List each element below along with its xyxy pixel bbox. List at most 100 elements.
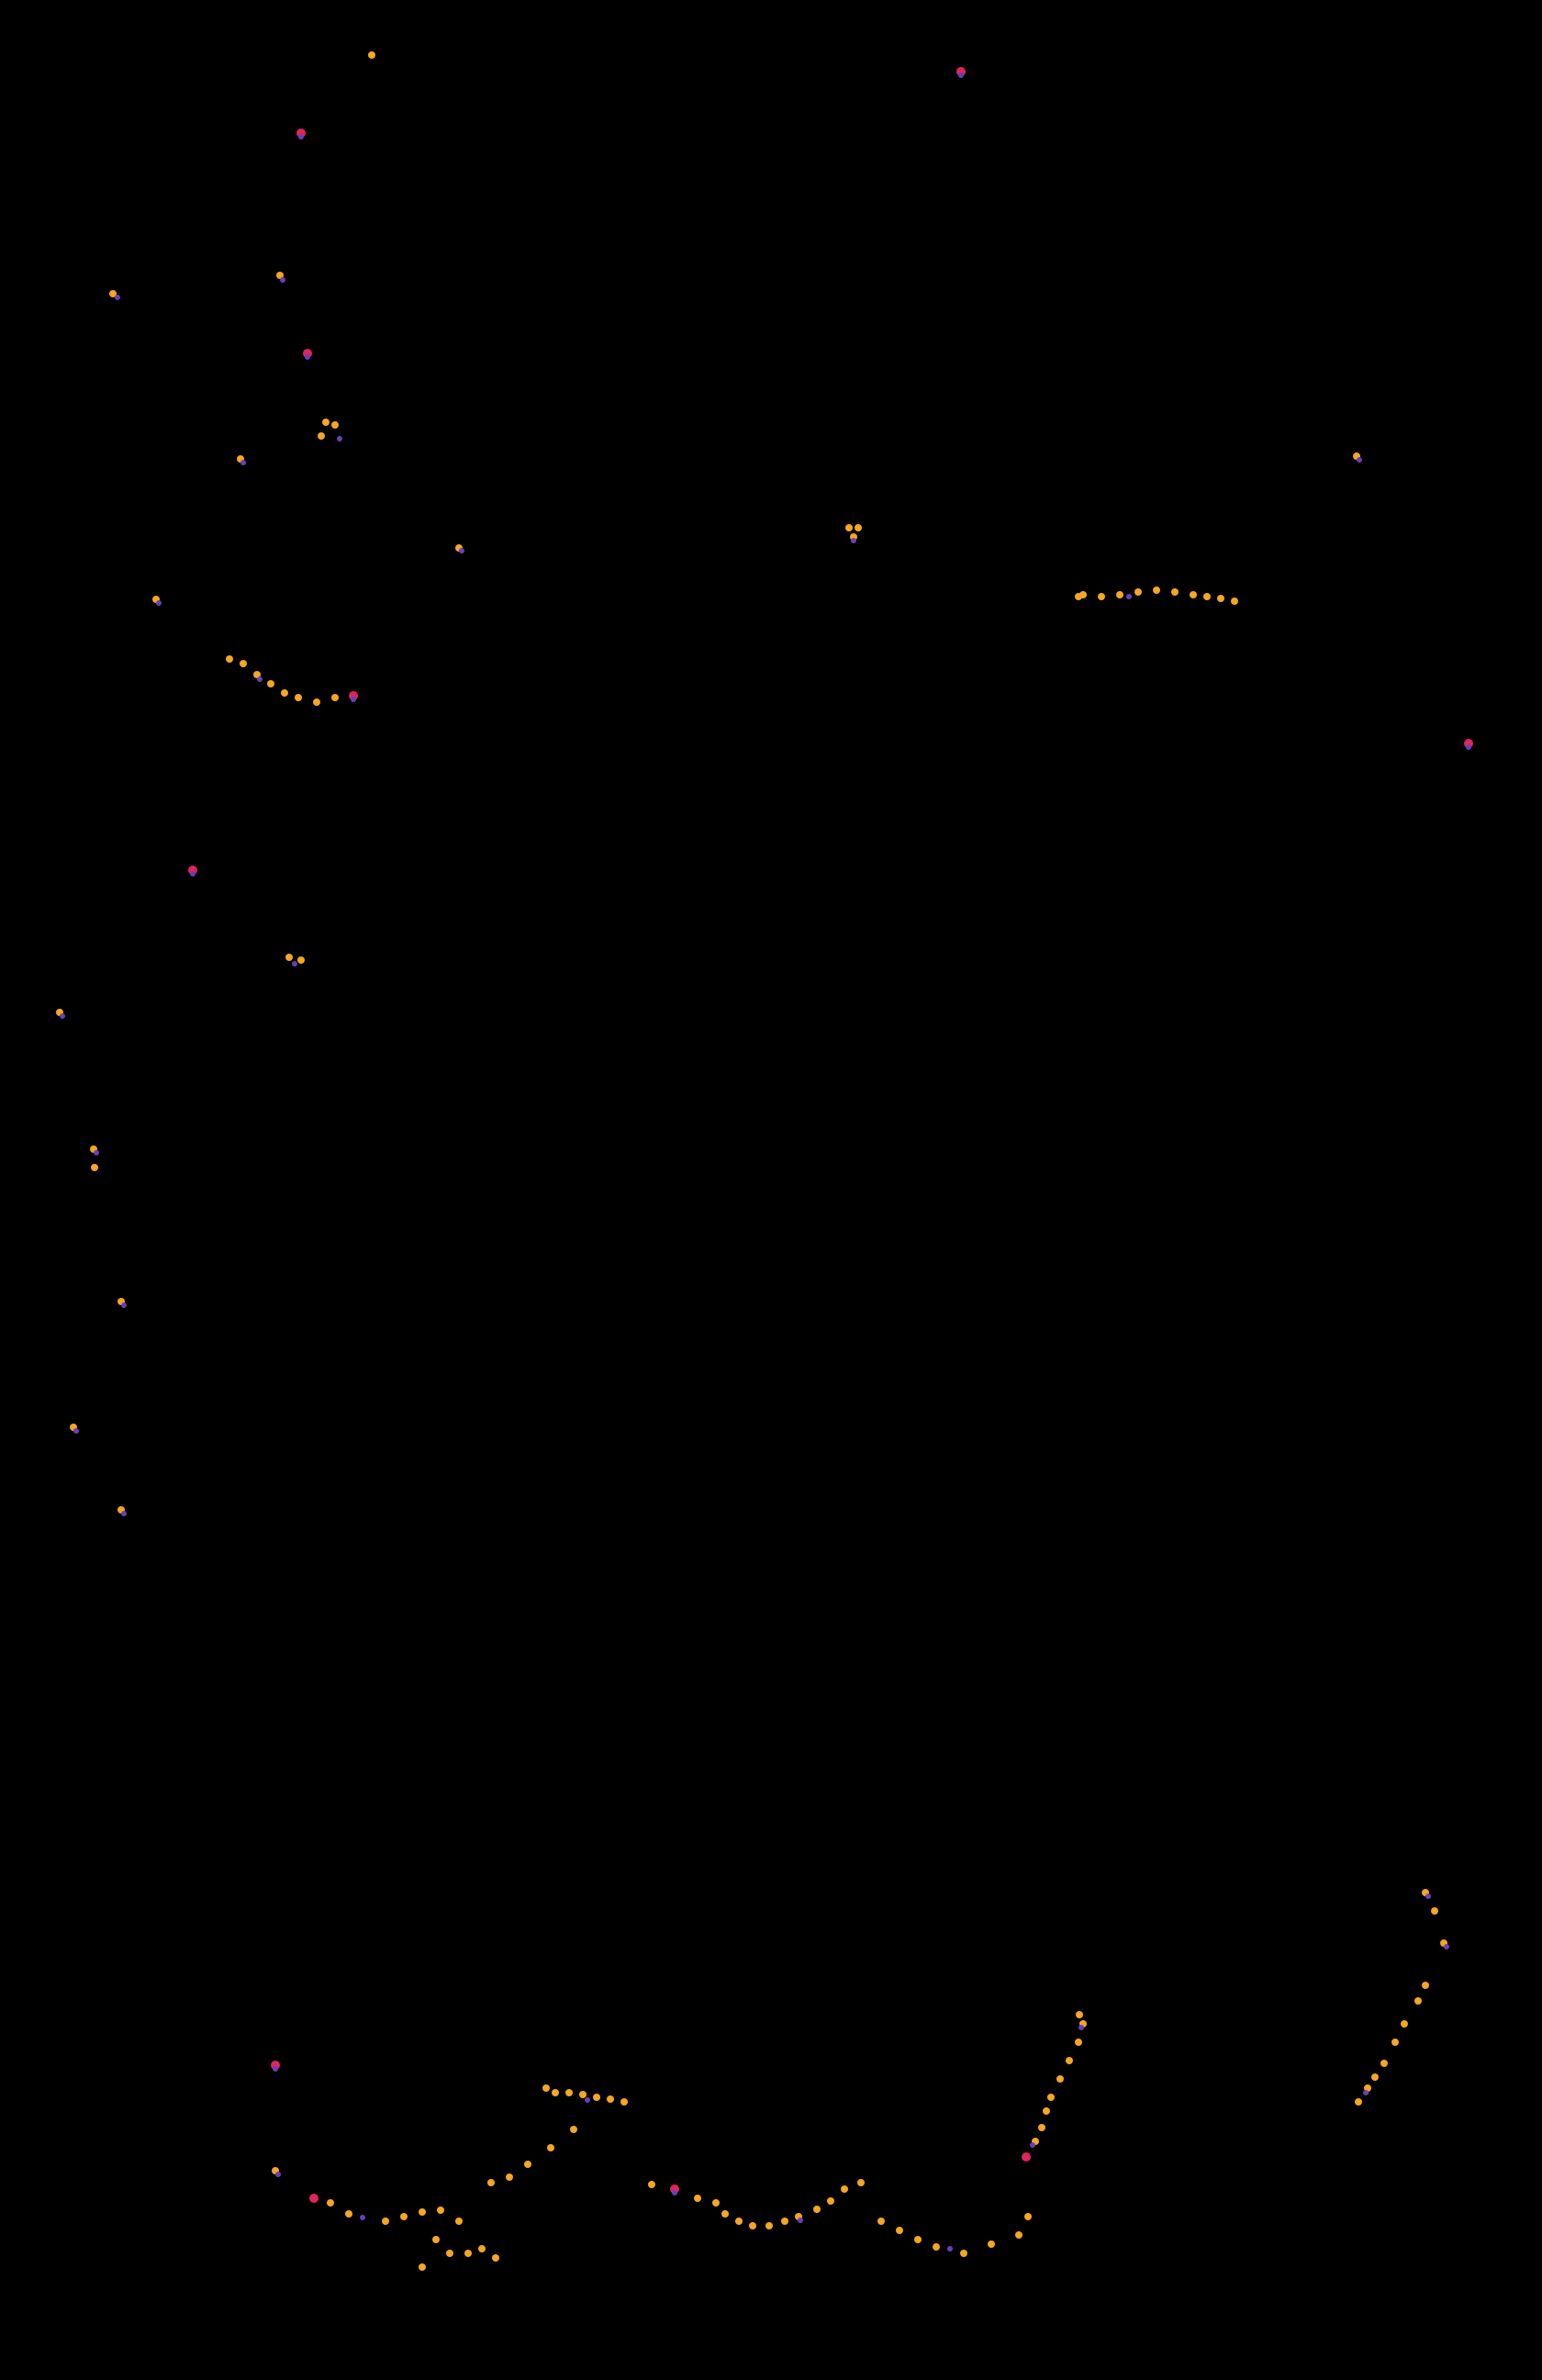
point-purple <box>1126 594 1132 599</box>
point-orange <box>432 2236 440 2243</box>
point-orange <box>845 524 853 531</box>
point-orange <box>877 2218 885 2225</box>
point-orange <box>455 2218 463 2225</box>
point-orange <box>1355 2098 1362 2106</box>
point-purple <box>121 1302 127 1308</box>
point-orange <box>446 2250 453 2257</box>
point-orange <box>712 2199 720 2207</box>
point-purple <box>337 436 342 441</box>
point-orange <box>492 2254 499 2262</box>
point-purple <box>459 548 464 553</box>
point-orange <box>1153 587 1160 594</box>
point-orange <box>295 694 302 701</box>
point-purple <box>292 961 297 967</box>
point-purple <box>273 2066 278 2072</box>
point-orange <box>857 2179 865 2186</box>
point-orange <box>240 660 247 667</box>
point-purple <box>1466 744 1471 750</box>
point-orange <box>313 698 320 706</box>
point-orange <box>368 51 375 59</box>
point-purple <box>672 2190 677 2196</box>
point-orange <box>1015 2231 1022 2239</box>
point-purple <box>115 295 120 300</box>
point-orange <box>1171 588 1179 596</box>
point-orange <box>620 2098 628 2106</box>
point-orange <box>400 2213 408 2220</box>
point-orange <box>267 680 274 687</box>
point-purple <box>1444 1944 1449 1950</box>
point-orange <box>721 2210 729 2218</box>
point-purple <box>1030 2142 1035 2148</box>
point-orange <box>1079 591 1087 598</box>
point-orange <box>855 524 862 531</box>
point-orange <box>1217 595 1224 602</box>
point-orange <box>226 655 233 663</box>
point-orange <box>1414 1997 1422 2005</box>
point-purple <box>94 1150 99 1156</box>
point-orange <box>1038 2124 1045 2131</box>
point-orange <box>552 2089 559 2096</box>
point-purple <box>305 354 310 360</box>
point-purple <box>240 460 246 465</box>
point-orange <box>322 419 330 426</box>
point-orange <box>478 2245 486 2252</box>
point-orange <box>896 2227 903 2234</box>
point-purple <box>351 697 356 702</box>
point-orange <box>1047 2094 1055 2101</box>
point-purple <box>585 2097 590 2103</box>
point-orange <box>382 2218 389 2225</box>
point-red <box>309 2194 318 2203</box>
point-orange <box>1134 588 1142 596</box>
point-orange <box>781 2218 788 2225</box>
point-orange <box>749 2222 756 2229</box>
point-orange <box>765 2222 773 2229</box>
point-orange <box>1371 2073 1379 2081</box>
point-orange <box>1391 2039 1399 2046</box>
point-purple <box>1357 457 1362 463</box>
point-orange <box>565 2089 573 2096</box>
point-orange <box>285 954 293 961</box>
point-orange <box>1024 2213 1032 2220</box>
point-orange <box>1116 591 1123 598</box>
point-orange <box>419 2263 426 2271</box>
point-orange <box>1043 2107 1050 2115</box>
point-purple <box>60 1013 65 1019</box>
point-purple <box>73 1428 79 1434</box>
point-orange <box>841 2185 848 2193</box>
point-orange <box>281 689 288 697</box>
point-orange <box>506 2173 513 2181</box>
point-purple <box>851 538 856 543</box>
point-orange <box>1075 2039 1082 2046</box>
point-orange <box>1076 2011 1083 2018</box>
point-purple <box>156 600 162 606</box>
point-purple <box>360 2215 365 2220</box>
point-orange <box>1422 1982 1429 1989</box>
point-purple <box>121 1511 127 1516</box>
point-orange <box>464 2250 472 2257</box>
point-purple <box>1363 2090 1369 2095</box>
point-orange <box>607 2095 614 2103</box>
point-purple <box>1078 2025 1084 2030</box>
point-orange <box>694 2195 701 2202</box>
point-orange <box>487 2179 495 2186</box>
point-purple <box>275 2172 281 2177</box>
point-orange <box>345 2210 352 2218</box>
point-purple <box>298 134 304 140</box>
point-purple <box>958 73 964 78</box>
point-purple <box>257 676 263 682</box>
point-orange <box>593 2094 600 2101</box>
point-orange <box>1401 2020 1408 2028</box>
point-orange <box>933 2243 940 2251</box>
point-red <box>1022 2152 1031 2162</box>
point-orange <box>1231 598 1238 605</box>
point-orange <box>542 2084 550 2092</box>
point-orange <box>419 2208 426 2216</box>
point-orange <box>1056 2075 1064 2083</box>
point-orange <box>297 956 305 964</box>
point-orange <box>827 2197 834 2205</box>
point-purple <box>1425 1894 1431 1899</box>
point-orange <box>570 2126 577 2133</box>
point-orange <box>914 2236 922 2243</box>
point-orange <box>735 2218 743 2225</box>
point-orange <box>1066 2057 1073 2064</box>
